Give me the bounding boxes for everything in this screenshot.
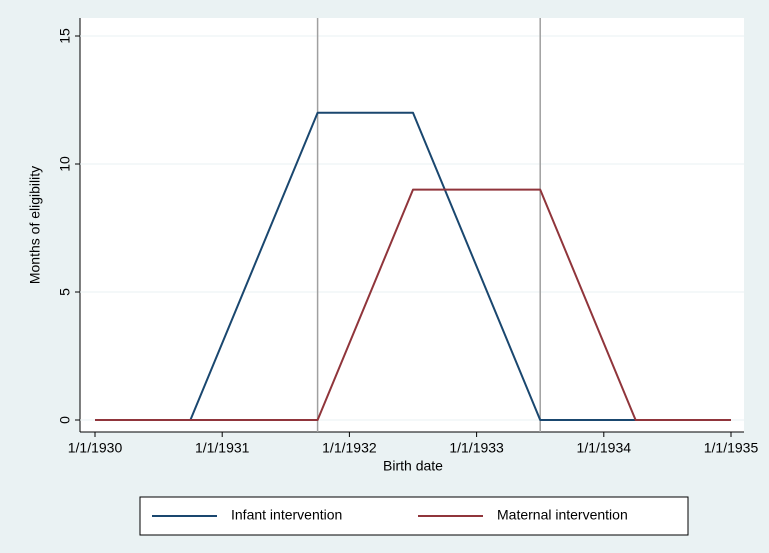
- legend-label: Maternal intervention: [497, 507, 628, 523]
- y-tick-label: 15: [57, 28, 73, 44]
- y-tick-label: 10: [57, 156, 73, 172]
- x-tick-label: 1/1/1932: [322, 440, 377, 456]
- legend: [139, 496, 689, 536]
- y-axis-title: Months of eligibility: [27, 166, 43, 284]
- x-tick-label: 1/1/1934: [577, 440, 632, 456]
- x-tick-label: 1/1/1931: [195, 440, 250, 456]
- x-tick-label: 1/1/1933: [449, 440, 504, 456]
- x-axis-title: Birth date: [383, 458, 443, 474]
- legend-label: Infant intervention: [231, 507, 342, 523]
- line-series: [95, 188, 731, 421]
- plot-area: [80, 18, 744, 432]
- x-tick-label: 1/1/1930: [68, 440, 123, 456]
- y-tick-label: 5: [57, 288, 73, 296]
- x-tick-label: 1/1/1935: [704, 440, 759, 456]
- y-tick-label: 0: [57, 416, 73, 424]
